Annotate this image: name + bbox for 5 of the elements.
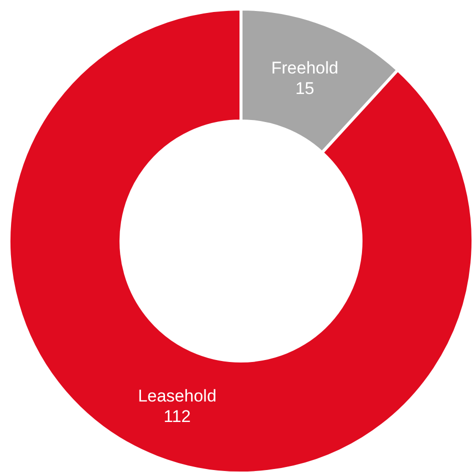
data-label: 112 <box>164 407 191 426</box>
slice-label: Freehold <box>271 58 338 78</box>
slice-label: Leasehold <box>138 386 216 406</box>
donut-slice <box>8 8 473 472</box>
data-label: 15 <box>295 78 314 98</box>
